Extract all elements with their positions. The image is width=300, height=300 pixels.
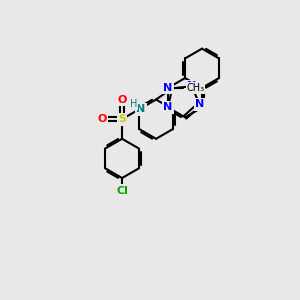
Text: N: N xyxy=(164,83,173,93)
Text: N: N xyxy=(195,99,204,109)
Text: H: H xyxy=(130,99,138,109)
Text: S: S xyxy=(118,114,126,124)
Text: N: N xyxy=(187,81,196,91)
Text: N: N xyxy=(164,103,173,112)
Text: O: O xyxy=(98,114,107,124)
Text: CH₃: CH₃ xyxy=(186,83,204,93)
Text: Cl: Cl xyxy=(116,186,128,196)
Text: N: N xyxy=(136,104,145,114)
Text: O: O xyxy=(117,94,127,105)
